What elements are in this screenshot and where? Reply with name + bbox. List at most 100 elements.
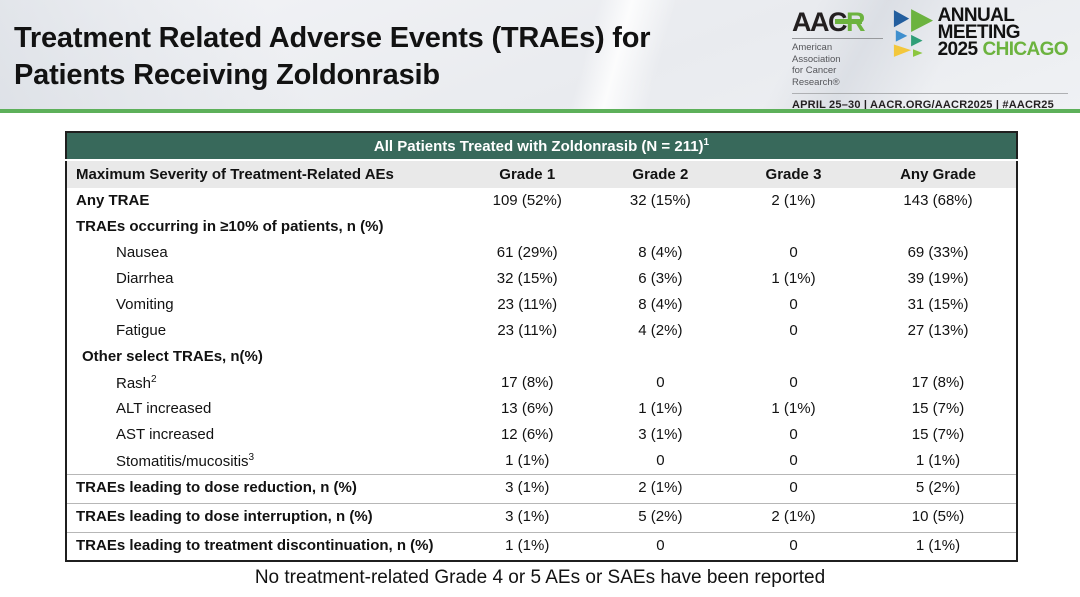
any-grade-value: 15 (7%) [911, 425, 965, 443]
row-label: Any TRAE [76, 191, 150, 209]
grade2-value: 0 [656, 451, 665, 469]
row-label: ALT increased [116, 399, 212, 417]
grade2-value [594, 214, 727, 240]
meeting-word-annual: ANNUAL [937, 5, 1015, 26]
grade2-value: 4 (2%) [638, 321, 683, 339]
any-grade-value: 15 (7%) [911, 399, 965, 417]
branding-block: AACR American Association for Cancer Res… [792, 5, 1069, 111]
row-label-cell: AST increased [66, 422, 461, 448]
row-label-cell: ALT increased [66, 396, 461, 422]
grade2-value: 6 (3%) [638, 269, 683, 287]
any-grade-value [860, 344, 1017, 370]
grade3-value: 0 [789, 537, 798, 554]
grade2-value: 2 (1%) [638, 479, 683, 497]
row-label: TRAEs leading to dose reduction, n (%) [76, 479, 357, 497]
aacr-divider [792, 38, 883, 39]
branding-divider [792, 93, 1068, 94]
slide-header: Treatment Related Adverse Events (TRAEs)… [0, 0, 1080, 111]
grade2-value [594, 344, 727, 370]
any-grade-value: 1 (1%) [915, 451, 961, 469]
table-row: TRAEs leading to treatment discontinuati… [66, 532, 1017, 561]
grade3-value: 0 [789, 479, 798, 497]
row-label-cell: Stomatitis/mucositis3 [66, 448, 461, 474]
row-label-cell: TRAEs leading to dose interruption, n (%… [66, 503, 461, 532]
row-label-cell: Nausea [66, 240, 461, 266]
grade2-value: 8 (4%) [638, 295, 683, 313]
grade1-value: 61 (29%) [496, 243, 558, 261]
grade3-value: 1 (1%) [771, 269, 816, 287]
meeting-year-city: 2025 CHICAGO [937, 39, 1069, 60]
meeting-triangles-icon [893, 9, 933, 57]
any-grade-value: 143 (68%) [903, 191, 973, 209]
aacr-dash-icon [835, 19, 862, 24]
meeting-city: CHICAGO [982, 39, 1068, 60]
grade1-value: 32 (15%) [496, 269, 558, 287]
header-green-rule [0, 109, 1080, 113]
table-row: TRAEs occurring in ≥10% of patients, n (… [66, 214, 1017, 240]
row-label-cell: TRAEs leading to treatment discontinuati… [66, 532, 461, 561]
grade1-value: 3 (1%) [505, 508, 550, 526]
row-label-cell: Other select TRAEs, n(%) [66, 344, 461, 370]
table-row: TRAEs leading to dose interruption, n (%… [66, 503, 1017, 532]
grade2-value: 0 [656, 537, 665, 554]
table-row: Other select TRAEs, n(%) [66, 344, 1017, 370]
grade2-value: 3 (1%) [638, 425, 683, 443]
column-header-grade2: Grade 2 [593, 160, 727, 188]
grade3-value: 2 (1%) [771, 508, 816, 526]
page-title: Treatment Related Adverse Events (TRAEs)… [14, 20, 651, 94]
grade1-value: 23 (11%) [497, 295, 558, 313]
table-title-footnote-marker: 1 [703, 137, 710, 148]
grade3-value [727, 214, 860, 240]
row-label: Nausea [116, 243, 168, 261]
trae-table-body: Any TRAE 109 (52%) 32 (15%) 2 (1%) 143 (… [66, 188, 1017, 561]
row-label: TRAEs leading to treatment discontinuati… [76, 537, 434, 554]
grade3-value: 0 [789, 373, 798, 391]
row-label-cell: Any TRAE [66, 188, 461, 214]
table-row: Stomatitis/mucositis3 1 (1%) 0 0 1 (1%) [66, 448, 1017, 474]
table-header-row: Maximum Severity of Treatment-Related AE… [66, 160, 1017, 188]
any-grade-value: 69 (33%) [907, 243, 969, 261]
row-label-cell: Diarrhea [66, 266, 461, 292]
row-label-cell: Rash2 [66, 370, 461, 396]
meeting-text: ANNUAL MEETING 2025 CHICAGO [937, 5, 1069, 60]
any-grade-value: 27 (13%) [907, 321, 969, 339]
meeting-year: 2025 [937, 39, 978, 60]
any-grade-value: 17 (8%) [911, 373, 965, 391]
title-line-2: Patients Receiving Zoldonrasib [14, 59, 440, 91]
any-grade-value: 31 (15%) [907, 295, 969, 313]
table-title: All Patients Treated with Zoldonrasib (N… [66, 132, 1017, 161]
row-label: Stomatitis/mucositis [116, 452, 249, 470]
annual-meeting-logo: ANNUAL MEETING 2025 CHICAGO [892, 5, 1069, 60]
grade1-value [461, 344, 594, 370]
grade1-value: 12 (6%) [500, 425, 554, 443]
row-label-cell: TRAEs occurring in ≥10% of patients, n (… [66, 214, 461, 240]
grade1-value: 1 (1%) [505, 537, 550, 554]
table-row: AST increased 12 (6%) 3 (1%) 0 15 (7%) [66, 422, 1017, 448]
grade1-value: 1 (1%) [505, 451, 550, 469]
grade1-value: 3 (1%) [505, 479, 550, 497]
trae-table-container: All Patients Treated with Zoldonrasib (N… [65, 131, 1018, 562]
any-grade-value: 5 (2%) [915, 479, 961, 497]
table-row: Vomiting 23 (11%) 8 (4%) 0 31 (15%) [66, 292, 1017, 318]
grade1-value: 13 (6%) [500, 399, 554, 417]
aacr-org-name-line2: for Cancer Research® [792, 65, 840, 88]
row-label: Fatigue [116, 321, 167, 339]
footnote-marker: 2 [151, 373, 157, 385]
grade3-value [727, 344, 860, 370]
aacr-org-name-line1: American Association [792, 42, 841, 65]
title-line-1: Treatment Related Adverse Events (TRAEs)… [14, 22, 651, 54]
row-label-cell: TRAEs leading to dose reduction, n (%) [66, 474, 461, 503]
table-row: Any TRAE 109 (52%) 32 (15%) 2 (1%) 143 (… [66, 188, 1017, 214]
row-label: Diarrhea [116, 269, 174, 287]
meeting-date-line: APRIL 25–30 | AACR.ORG/AACR2025 | #AACR2… [792, 99, 1054, 111]
table-row: ALT increased 13 (6%) 1 (1%) 1 (1%) 15 (… [66, 396, 1017, 422]
table-row: Diarrhea 32 (15%) 6 (3%) 1 (1%) 39 (19%) [66, 266, 1017, 292]
row-label: AST increased [116, 425, 215, 443]
grade3-value: 0 [789, 321, 798, 339]
grade3-value: 1 (1%) [771, 399, 816, 417]
grade1-value: 23 (11%) [497, 321, 558, 339]
trae-table: All Patients Treated with Zoldonrasib (N… [65, 131, 1018, 562]
meeting-word-meeting: MEETING [937, 22, 1021, 43]
grade1-value: 17 (8%) [500, 373, 554, 391]
grade3-value: 2 (1%) [771, 191, 816, 209]
